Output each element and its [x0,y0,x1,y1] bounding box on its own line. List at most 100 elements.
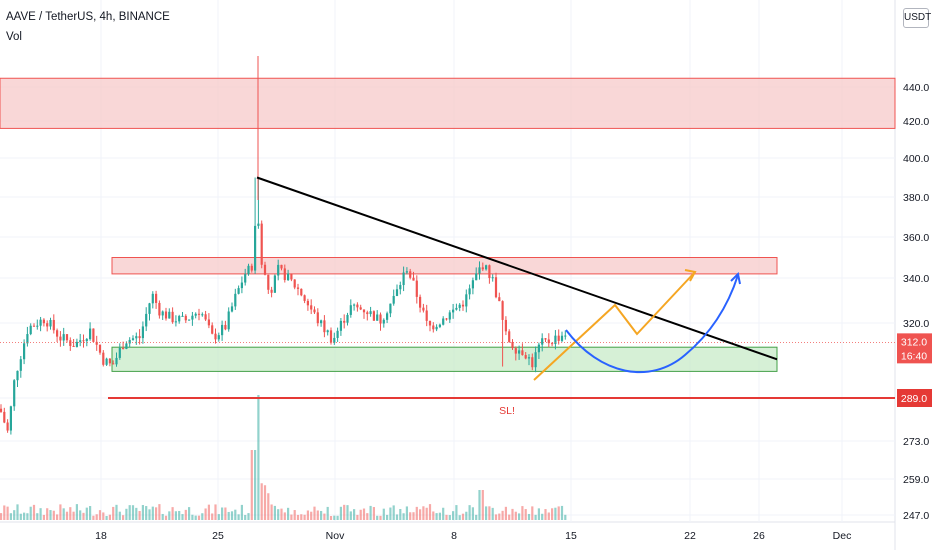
volume-bar [349,511,352,520]
volume-bar [531,506,534,520]
time-tick-label: Dec [833,530,852,542]
volume-bar [23,512,26,520]
candle-body [547,339,550,344]
volume-bar [95,514,98,520]
volume-bar [118,511,121,520]
volume-bar [452,511,455,520]
candle-body [217,335,220,340]
candle-body [537,344,540,353]
candle-body [36,325,39,327]
candle-body [79,340,82,342]
volume-bar [158,504,161,520]
volume-bar [39,508,42,520]
candle-body [98,344,102,353]
candle-body [85,339,88,342]
candle-body [415,280,418,297]
volume-bar [541,513,544,520]
candle-body [145,313,148,327]
candle-body [557,335,560,341]
candle-body [428,320,432,326]
candle-body [445,318,448,320]
volume-bar [9,513,12,520]
volume-indicator-label[interactable]: Vol [6,31,22,43]
resistance-zone [111,257,778,275]
support-zone [111,346,778,372]
candle-body [52,319,55,331]
volume-bar [188,507,191,520]
volume-bar [148,509,151,520]
candle-body [221,324,224,336]
candle-body [419,296,422,308]
candle-body [458,304,461,308]
volume-bar [415,506,418,520]
orange-arrowhead [684,269,697,282]
volume-bar [455,505,458,520]
candlesticks [0,56,567,435]
volume-bar [105,515,108,520]
volume-bar [174,511,177,520]
volume-bar [263,485,267,520]
volume-bar [250,450,253,520]
volume-bar [511,508,514,520]
volume-bar [6,506,9,520]
candle-body [122,347,125,349]
volume-bar [62,508,65,520]
volume-bar [485,506,488,520]
candle-body [273,275,276,293]
volume-bar [313,506,316,520]
volume-bar [52,510,55,520]
candle-body [72,345,75,347]
candle-body [244,274,247,283]
candle-body [518,350,521,354]
candle-body [521,350,524,356]
currency-badge[interactable]: USDT [903,8,931,28]
volume-bar [59,504,62,520]
volume-bar [227,511,230,520]
candle-body [135,336,138,339]
volume-bar [131,505,135,520]
volume-bar [85,507,88,520]
candle-body [336,330,339,338]
candle-body [141,326,144,339]
volume-bar [428,504,432,520]
volume-bar [247,513,250,520]
volume-bar [356,514,359,520]
volume-bar [323,513,326,520]
candle-body [514,348,517,354]
volume-bar [419,509,422,520]
candle-body [461,304,465,307]
volume-bar [204,508,207,520]
candle-body [465,294,468,307]
candle-body [303,295,306,301]
descending-trendline [256,176,778,361]
candle-body [230,306,234,312]
blue-projection-curve [565,274,739,374]
time-tick-label: 25 [212,530,224,542]
volume-bar [168,511,171,520]
candle-body [227,311,230,330]
volume-bar [310,511,313,520]
time-axis[interactable]: 18 25 Nov 8 15 22 26 Dec [95,530,851,542]
candle-body [316,312,319,324]
candle-body [174,321,177,323]
candle-body [402,272,405,286]
volume-bar [207,504,210,520]
candle-body [359,307,362,310]
stop-loss-badge [897,389,932,407]
upper-resistance-zone [0,77,896,129]
candle-body [112,363,115,365]
candle-body [148,303,151,314]
blue-arrowhead [730,271,741,285]
candle-body [369,311,372,315]
candle-body [277,264,280,276]
time-tick-label: 26 [753,530,765,542]
volume-bar [221,507,224,520]
volume-bar [395,514,399,520]
candle-body [191,315,194,320]
volume-bar [389,507,392,520]
volume-bar [554,507,557,520]
price-axis[interactable]: 440.0 420.0 400.0 380.0 360.0 340.0 320.0 289.0… [897,82,932,522]
candle-body [46,323,49,327]
volume-bar [217,514,220,520]
